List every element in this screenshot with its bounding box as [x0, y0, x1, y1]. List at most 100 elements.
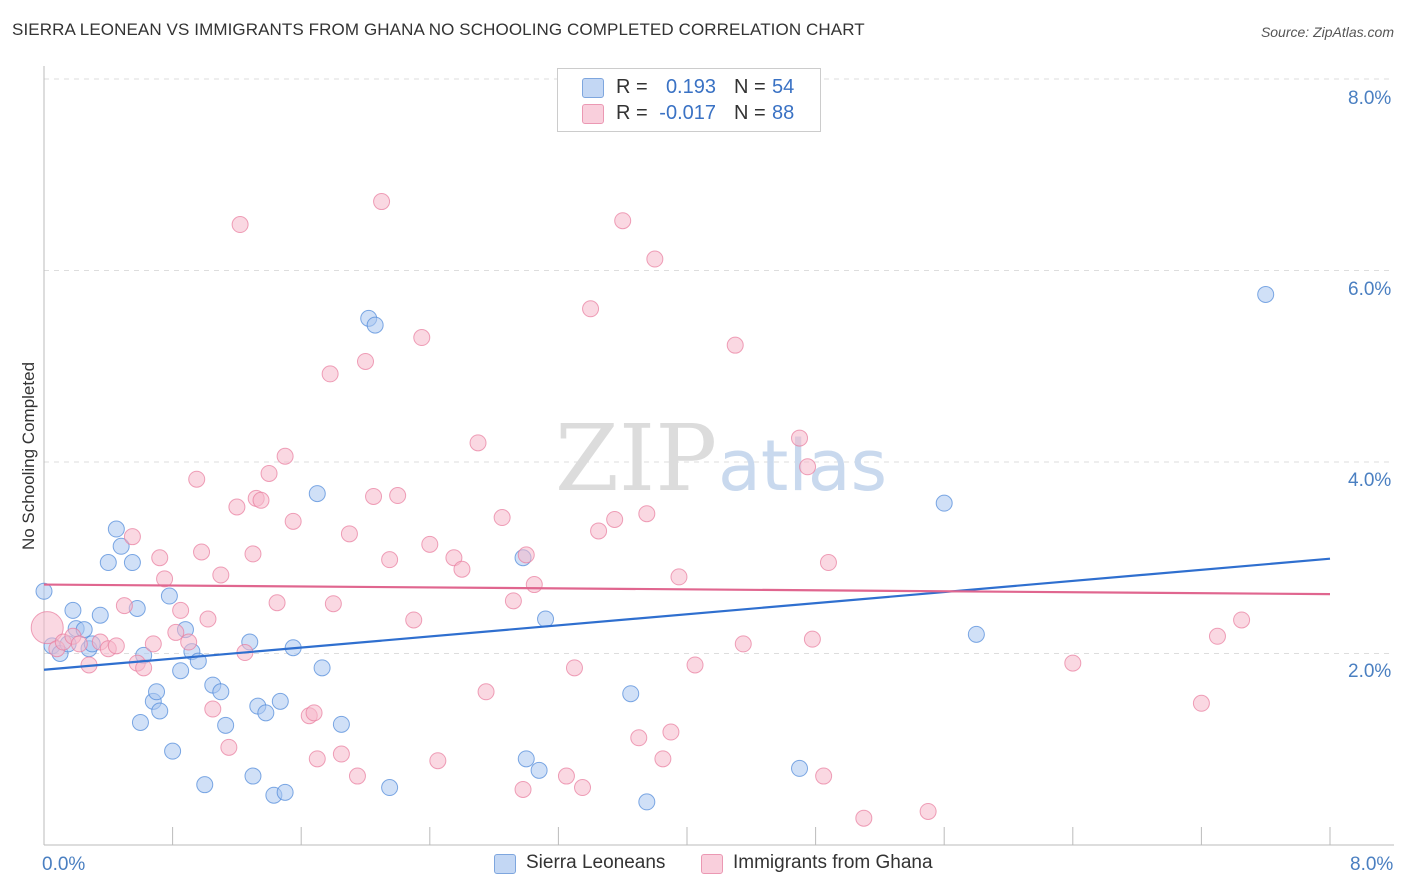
ghana-trend-line: [43, 583, 1331, 596]
legend-label: Immigrants from Ghana: [733, 852, 933, 873]
ghana-immigrant-point: [357, 352, 374, 370]
legend-label: Sierra Leoneans: [526, 852, 666, 873]
ghana-immigrant-point: [469, 434, 487, 452]
ghana-immigrant-point: [504, 592, 522, 610]
sierra-leonean-point: [112, 537, 130, 555]
ghana-immigrant-point: [220, 738, 238, 756]
ghana-immigrant-point: [1064, 654, 1082, 672]
ghana-immigrant-point: [381, 551, 399, 569]
ghana-immigrant-point: [135, 659, 153, 677]
sierra-leonean-point: [64, 601, 82, 619]
ghana-immigrant-point: [815, 767, 833, 785]
ghana-immigrant-point: [340, 525, 358, 543]
sierra-leonean-point: [935, 494, 953, 512]
ghana-immigrant-point: [630, 729, 648, 747]
ghana-immigrant-point: [30, 611, 64, 645]
ghana-immigrant-point: [614, 212, 632, 230]
ghana-immigrant-point: [429, 752, 447, 770]
ghana-immigrant-point: [180, 633, 198, 651]
sierra-leonean-point: [530, 761, 548, 779]
ghana-immigrant-point: [1233, 611, 1251, 629]
ghana-immigrant-point: [525, 576, 543, 594]
sierra-leonean-point: [217, 716, 235, 734]
trend-lines: [43, 557, 1331, 671]
n-value: 88: [772, 102, 795, 124]
ghana-immigrant-point: [557, 767, 575, 785]
ghana-immigrant-point: [413, 329, 431, 347]
ghana-immigrant-point: [1208, 627, 1226, 645]
ghana-immigrant-point: [260, 464, 278, 482]
r-value: 0.193: [665, 76, 716, 98]
ghana-immigrant-point: [477, 683, 495, 701]
chart-title: SIERRA LEONEAN VS IMMIGRANTS FROM GHANA …: [12, 20, 865, 39]
ghana-immigrant-point: [686, 656, 704, 674]
ghana-immigrant-point: [734, 635, 752, 653]
x-tick-min: 0.0%: [42, 854, 85, 875]
ghana-immigrant-point: [324, 595, 342, 613]
sierra-leonean-point: [332, 715, 350, 733]
n-value: 54: [772, 76, 795, 98]
ghana-immigrant-point: [514, 780, 532, 798]
y-tick-4: 4.0%: [1348, 470, 1391, 491]
ghana-immigrant-point: [453, 560, 471, 578]
ghana-immigrant-point: [188, 470, 206, 488]
ghana-immigrant-point: [252, 491, 270, 509]
ghana-immigrant-point: [855, 809, 873, 827]
ghana-immigrant-point: [590, 522, 608, 540]
legend-swatch-blue: [494, 854, 516, 874]
sierra-leonean-point: [381, 779, 399, 797]
ghana-immigrant-point: [445, 549, 463, 567]
ghana-immigrant-point: [167, 623, 185, 641]
ghana-immigrant-point: [493, 509, 511, 527]
chart-source: Source: ZipAtlas.com: [1260, 24, 1394, 40]
ghana-immigrant-point: [199, 610, 217, 628]
sierra-leonean-point: [313, 659, 331, 677]
y-tick-6: 6.0%: [1348, 279, 1391, 300]
legend-swatch-pink: [582, 104, 604, 124]
ghana-immigrant-point: [799, 458, 817, 476]
sierra-leonean-point: [148, 683, 166, 701]
ghana-immigrant-point: [193, 543, 211, 561]
sierra-leonean-point: [196, 776, 214, 794]
ghana-immigrant-point: [321, 365, 339, 383]
ghana-immigrant-point: [123, 528, 141, 546]
ghana-immigrant-point: [244, 545, 262, 563]
sierra-leonean-point: [791, 759, 809, 777]
ghana-immigrant-point: [662, 723, 680, 741]
sierra-leonean-point: [91, 606, 109, 624]
ghana-immigrant-point: [212, 566, 230, 584]
n-label: N =: [734, 76, 766, 98]
ghana-immigrant-point: [332, 745, 350, 763]
ghana-immigrant-point: [803, 630, 821, 648]
ghana-immigrant-point: [228, 498, 246, 516]
sierra-leonean-point: [537, 610, 555, 628]
sierra-leonean-point: [517, 750, 535, 768]
sierra-leonean-point: [160, 587, 178, 605]
ghana-immigrant-point: [1192, 694, 1210, 712]
sierra-leonean-point: [622, 685, 640, 703]
sierra-leonean-point: [151, 702, 169, 720]
sierra-leonean-point: [257, 704, 275, 722]
ghana-immigrant-point: [791, 429, 809, 447]
sierra-leonean-point: [638, 793, 656, 811]
watermark-zip: ZIP: [555, 405, 717, 512]
legend-swatch-pink: [701, 854, 723, 874]
axes: [43, 66, 1394, 846]
ghana-immigrant-point: [389, 487, 407, 505]
sierra-leonean-point: [99, 554, 117, 572]
sierra-leonean-point: [123, 554, 141, 572]
sierra-leonean-trend-line: [43, 557, 1331, 671]
legend-row-sierra-leoneans: R = 0.193 N = 54: [558, 74, 820, 100]
ghana-immigrant-point: [421, 535, 439, 553]
legend-swatch-blue: [582, 78, 604, 98]
ghana-immigrant-point: [151, 549, 169, 567]
r-label: R =: [616, 102, 648, 124]
sierra-leonean-point: [271, 692, 289, 710]
ghana-immigrant-point: [606, 510, 624, 528]
legend-row-ghana: R = -0.017 N = 88: [558, 100, 820, 126]
ghana-immigrant-point: [284, 512, 302, 530]
r-label: R =: [616, 76, 648, 98]
n-label: N =: [734, 102, 766, 124]
ghana-immigrant-point: [308, 750, 326, 768]
